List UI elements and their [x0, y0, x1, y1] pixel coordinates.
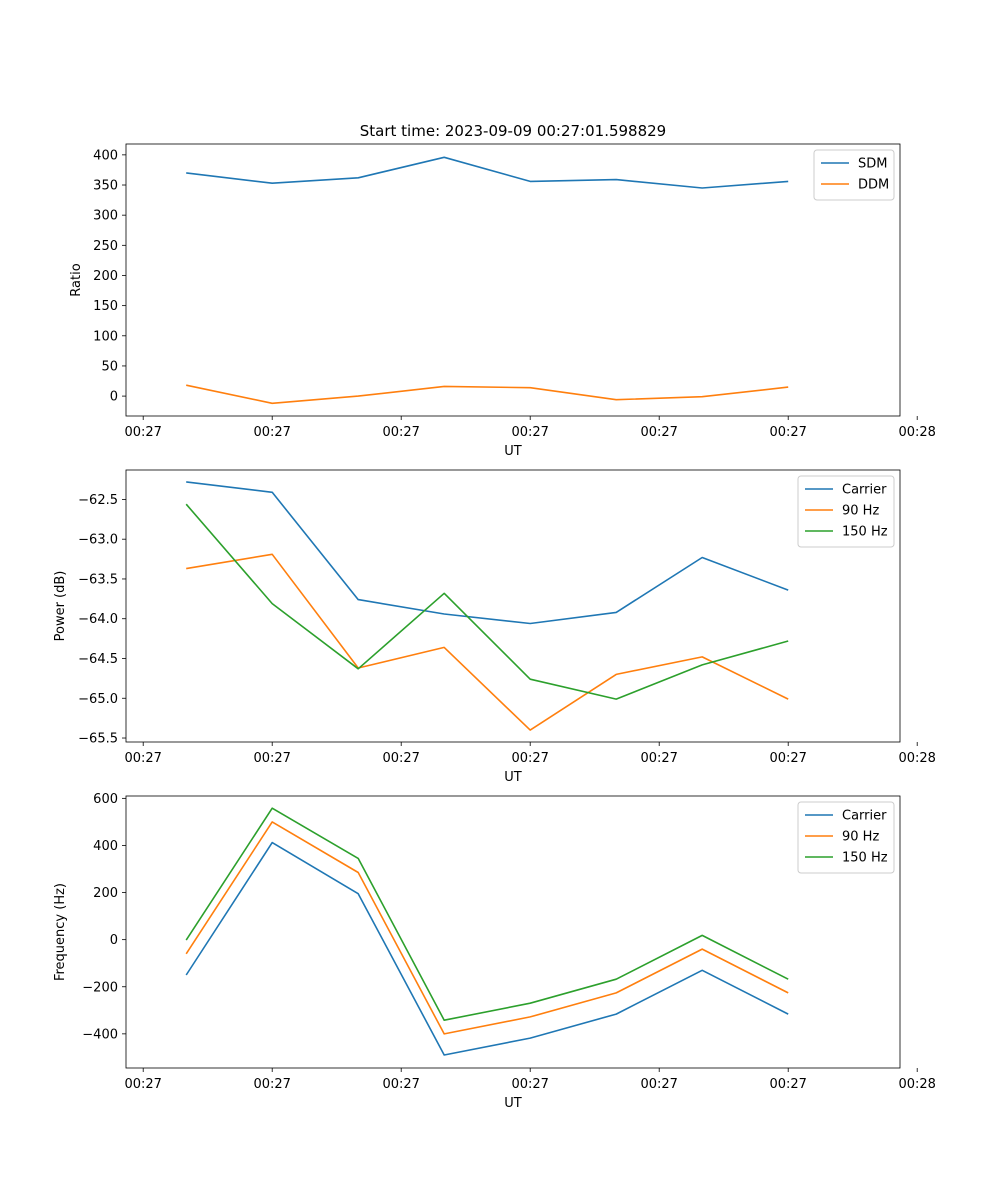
x-axis-label: UT [504, 770, 522, 785]
x-tick-label: 00:27 [382, 751, 419, 766]
series-line-150-hz [185, 807, 789, 1022]
y-tick-label: 100 [93, 329, 118, 344]
x-tick-label: 00:27 [124, 425, 161, 440]
legend-label: SDM [858, 157, 887, 172]
y-tick-label: −63.5 [78, 572, 118, 587]
legend-label: Carrier [842, 483, 887, 498]
y-tick-label: 250 [93, 239, 118, 254]
legend-box [797, 801, 895, 874]
y-tick-label: 200 [93, 886, 118, 901]
x-tick-label: 00:27 [511, 425, 548, 440]
y-tick-label: −400 [82, 1027, 118, 1042]
y-tick-label: −62.5 [78, 493, 118, 508]
x-tick-label: 00:27 [769, 751, 806, 766]
x-tick-label: 00:27 [124, 1077, 161, 1092]
plots-container: 00:27 00:27 00:27 00:27 00:27 00:27 00:28 0 50 10… [53, 143, 936, 1111]
series-line-carrier [186, 481, 789, 625]
legend-label: 90 Hz [842, 830, 879, 845]
legend: Carrier 90 Hz 150 Hz [797, 475, 895, 548]
legend: Carrier 90 Hz 150 Hz [797, 801, 895, 874]
x-tick-label: 00:28 [898, 1077, 935, 1092]
y-tick-label: 400 [93, 839, 118, 854]
y-tick-label: 150 [93, 299, 118, 314]
y-axis-label: Power (dB) [53, 571, 68, 642]
x-tick-label: 00:27 [253, 1077, 290, 1092]
subplot-1: 00:27 00:27 00:27 00:27 00:27 00:27 00:28 0 50 10… [69, 143, 936, 459]
y-tick-label: 200 [93, 269, 118, 284]
legend-label: 150 Hz [842, 525, 888, 540]
y-tick-label: 600 [93, 792, 118, 807]
y-tick-label: 0 [110, 933, 118, 948]
series-line-carrier [185, 841, 789, 1056]
x-tick-label: 00:27 [124, 751, 161, 766]
x-tick-label: 00:27 [640, 425, 677, 440]
y-tick-label: −64.5 [78, 652, 118, 667]
y-tick-label: −63.0 [78, 533, 118, 548]
series-line-90-hz [186, 553, 789, 731]
y-tick-label: −64.0 [78, 612, 118, 627]
y-tick-label: 0 [110, 390, 118, 405]
y-tick-label: −200 [82, 980, 118, 995]
x-tick-label: 00:28 [898, 425, 935, 440]
y-tick-label: −65.5 [78, 732, 118, 747]
legend-box [797, 475, 895, 548]
axes-frame [125, 795, 901, 1069]
legend: SDM DDM [813, 149, 895, 201]
x-tick-label: 00:27 [769, 1077, 806, 1092]
subplot-2: 00:27 00:27 00:27 00:27 00:27 00:27 00:28 −65.5… [53, 469, 936, 785]
y-tick-label: 50 [101, 359, 118, 374]
subplot-3: 00:27 00:27 00:27 00:27 00:27 00:27 00:28 −400 −… [53, 792, 936, 1111]
y-axis-label: Ratio [69, 263, 84, 296]
legend-label: 90 Hz [842, 504, 879, 519]
y-tick-label: 400 [93, 148, 118, 163]
x-axis-label: UT [504, 1096, 522, 1111]
y-tick-label: 300 [93, 209, 118, 224]
x-tick-label: 00:27 [382, 425, 419, 440]
x-tick-label: 00:27 [640, 1077, 677, 1092]
series-line-90-hz [185, 821, 789, 1035]
series-line-sdm [186, 156, 789, 189]
x-tick-label: 00:27 [640, 751, 677, 766]
axes-frame [125, 143, 901, 417]
legend-label: 150 Hz [842, 851, 888, 866]
y-tick-label: −65.0 [78, 692, 118, 707]
x-tick-label: 00:27 [769, 425, 806, 440]
x-tick-label: 00:28 [898, 751, 935, 766]
legend-label: DDM [858, 178, 889, 193]
y-tick-label: 350 [93, 179, 118, 194]
legend-label: Carrier [842, 809, 887, 824]
x-axis-label: UT [504, 444, 522, 459]
axes-frame [125, 469, 901, 743]
series-line-ddm [186, 384, 789, 405]
x-tick-label: 00:27 [253, 751, 290, 766]
x-tick-label: 00:27 [253, 425, 290, 440]
series-line-150-hz [185, 503, 789, 700]
x-tick-label: 00:27 [511, 751, 548, 766]
x-tick-label: 00:27 [511, 1077, 548, 1092]
x-tick-label: 00:27 [382, 1077, 419, 1092]
y-axis-label: Frequency (Hz) [53, 883, 68, 981]
figure-title: Start time: 2023-09-09 00:27:01.598829 [360, 122, 666, 140]
